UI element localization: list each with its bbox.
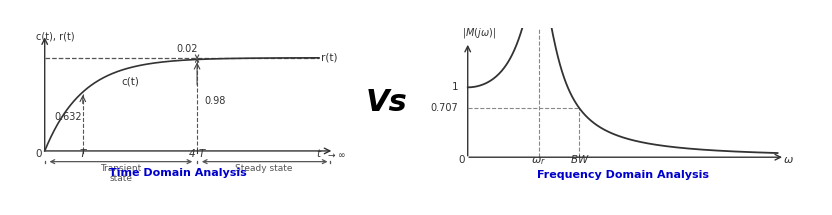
Text: c(t): c(t) <box>121 77 139 87</box>
Text: c(t), r(t): c(t), r(t) <box>37 32 75 42</box>
Text: 0: 0 <box>36 149 42 158</box>
Text: 0.98: 0.98 <box>204 96 225 106</box>
Text: 0.02: 0.02 <box>177 44 198 54</box>
Text: Transient
state: Transient state <box>101 164 141 183</box>
Text: Steady state: Steady state <box>235 164 293 173</box>
Text: Time Domain Analysis: Time Domain Analysis <box>109 168 247 178</box>
Text: Frequency Domain Analysis: Frequency Domain Analysis <box>537 170 709 180</box>
Text: r(t): r(t) <box>321 53 337 63</box>
Text: Vs: Vs <box>366 88 408 117</box>
Text: $\omega_r$: $\omega_r$ <box>531 155 546 167</box>
Text: 1: 1 <box>452 82 458 92</box>
Text: 0: 0 <box>458 155 465 165</box>
Text: 0.632: 0.632 <box>55 112 82 122</box>
Text: $\rightarrow\infty$: $\rightarrow\infty$ <box>326 150 346 160</box>
Text: $\omega$: $\omega$ <box>783 155 794 165</box>
Text: 4 T: 4 T <box>189 149 206 160</box>
Text: $|M(j\omega)|$: $|M(j\omega)|$ <box>462 26 496 40</box>
Text: $BW$: $BW$ <box>570 153 589 165</box>
Text: 0.707: 0.707 <box>430 103 458 113</box>
Text: $t$: $t$ <box>316 147 322 160</box>
Text: T: T <box>80 149 86 160</box>
